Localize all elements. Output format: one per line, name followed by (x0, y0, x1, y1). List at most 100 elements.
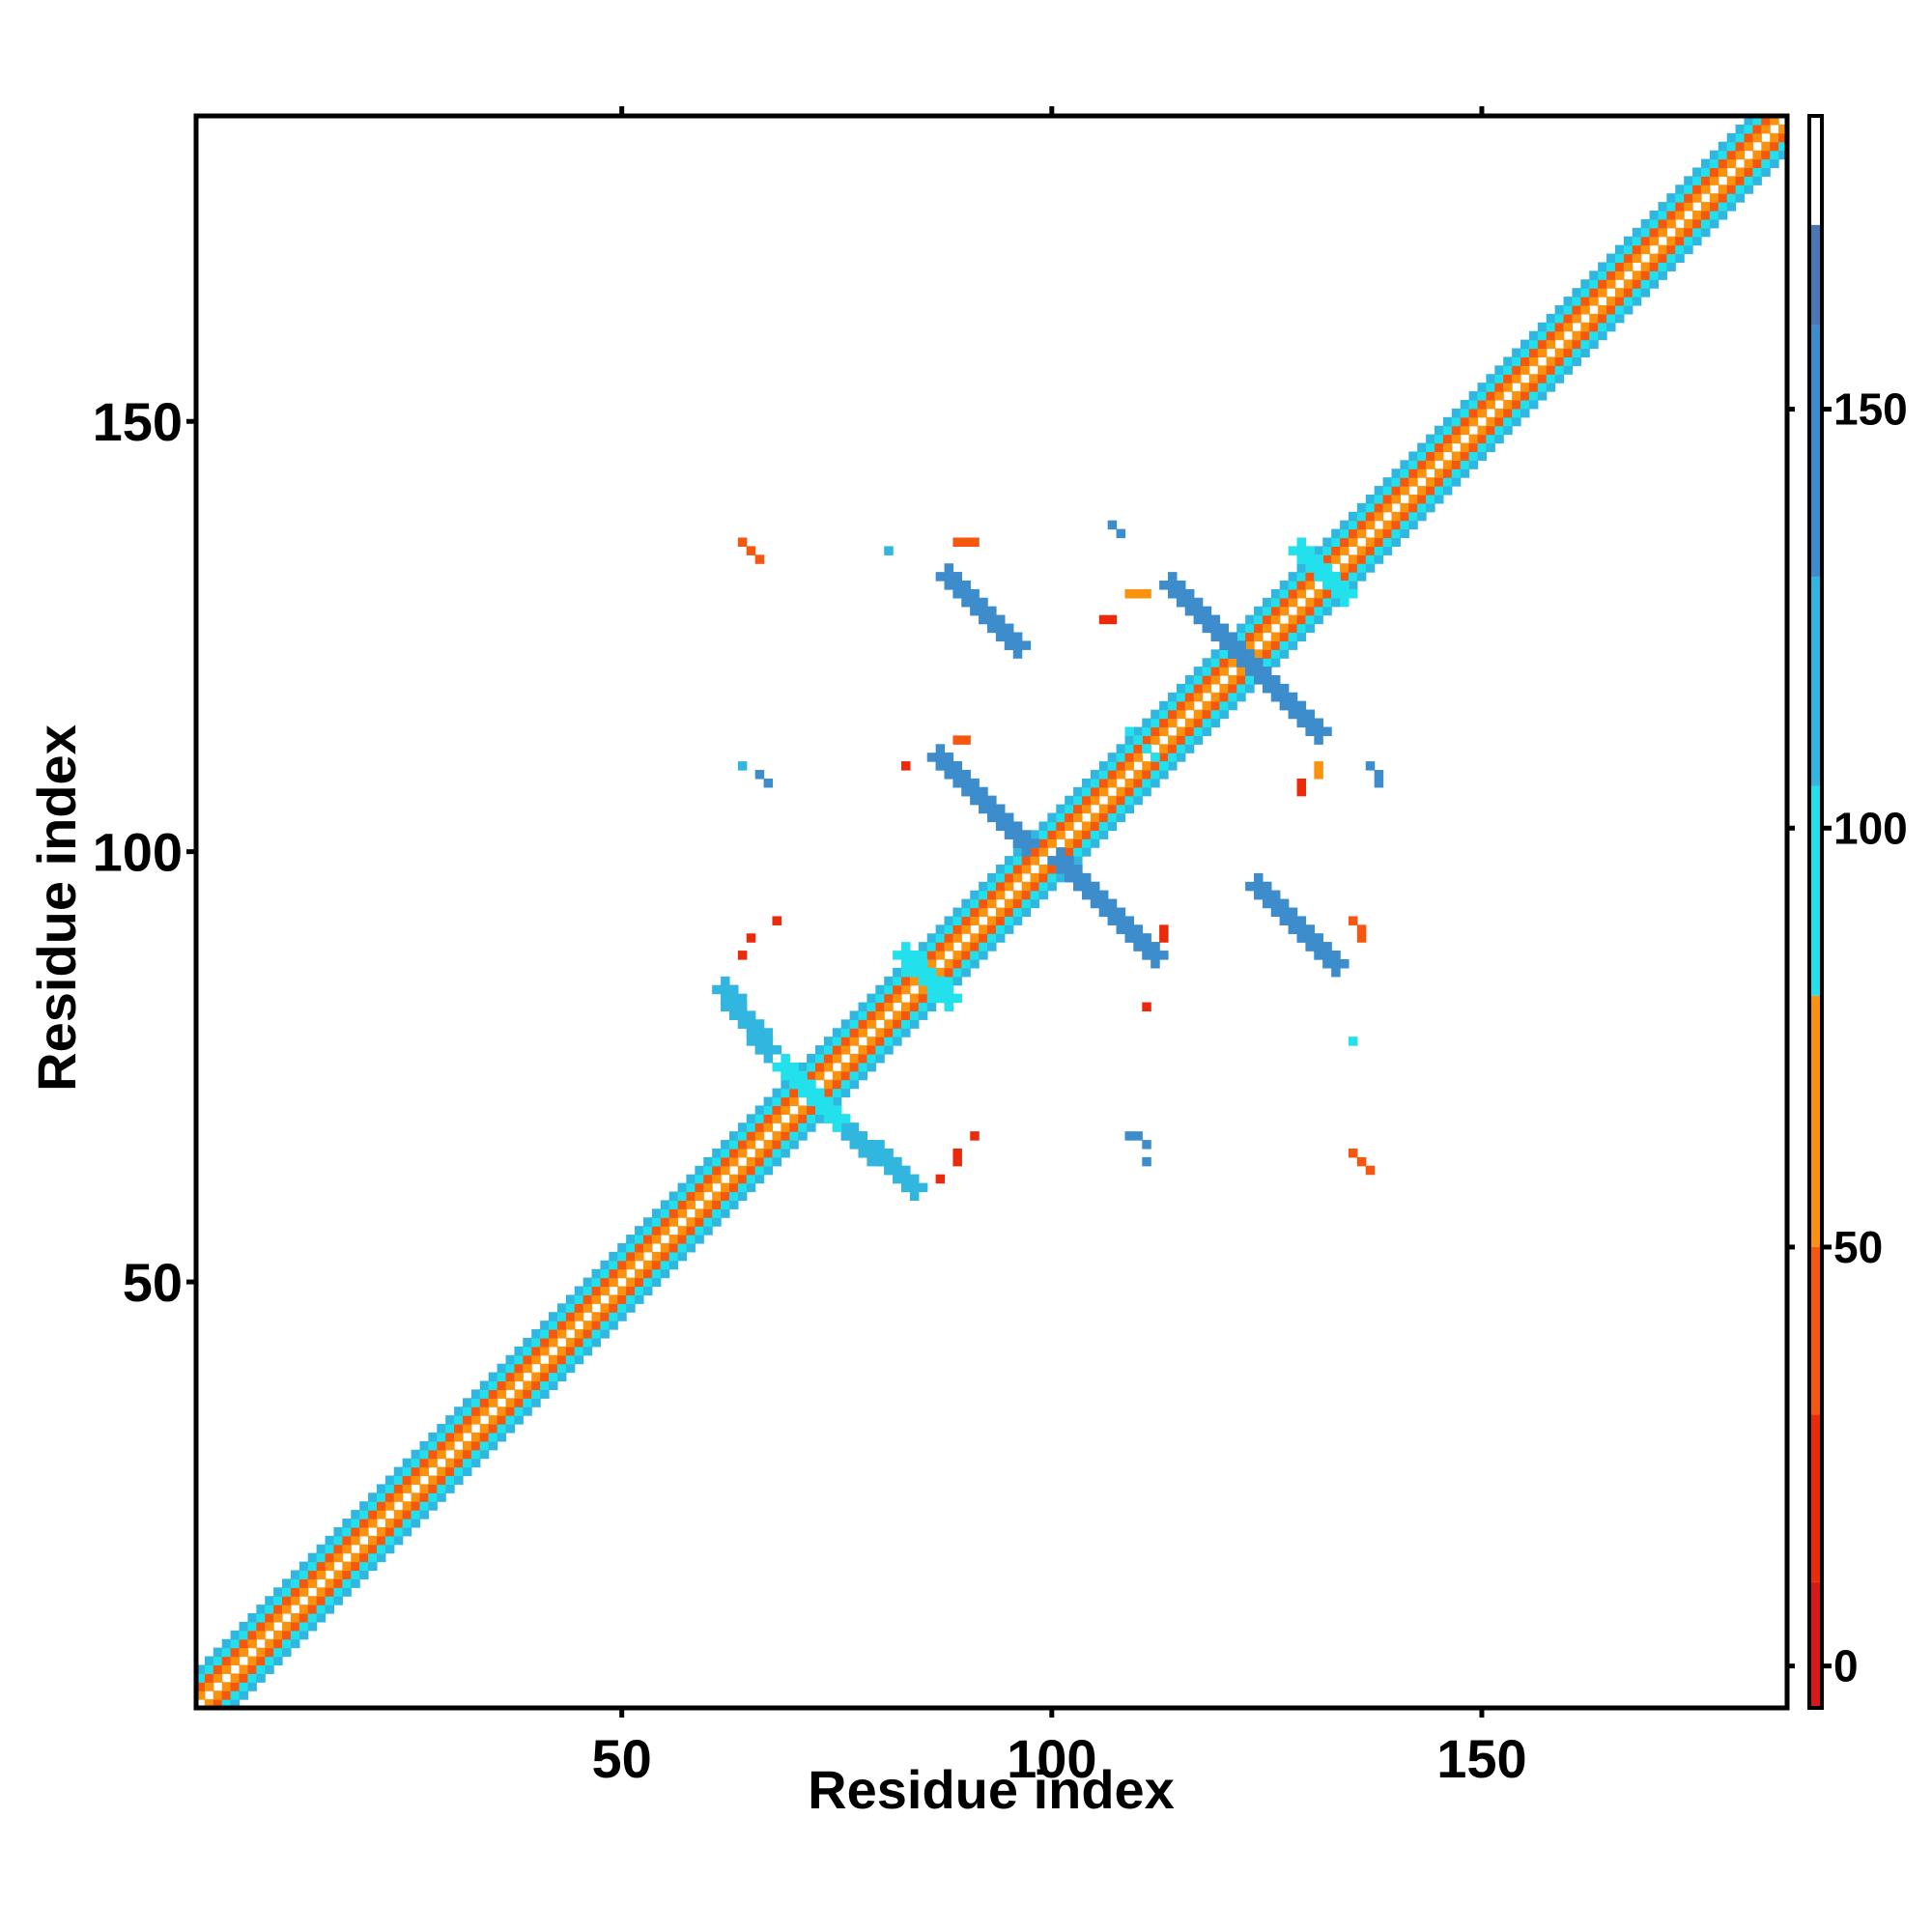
diagonal-cell (1744, 158, 1753, 169)
contact-cell (952, 1148, 962, 1158)
contact-cell (909, 1191, 920, 1202)
diagonal-cell (1442, 486, 1453, 496)
diagonal-cell (737, 1122, 748, 1132)
diagonal-cell (814, 1062, 825, 1072)
diagonal-cell (754, 1174, 765, 1184)
diagonal-cell (840, 1070, 851, 1081)
contact-cell (1151, 958, 1160, 969)
contact-cell (737, 537, 748, 547)
diagonal-cell (1512, 356, 1521, 366)
diagonal-cell (1279, 606, 1290, 616)
diagonal-cell (1391, 477, 1401, 487)
contact-cell (1142, 933, 1151, 943)
diagonal-cell (1761, 124, 1771, 134)
contact-cell (1296, 786, 1307, 797)
contact-cell (1159, 761, 1169, 771)
diagonal-cell (1400, 486, 1409, 496)
diagonal-cell (1700, 185, 1711, 194)
contact-cell (1314, 726, 1323, 736)
diagonal-cell (1520, 339, 1530, 350)
diagonal-cell (523, 1363, 532, 1374)
diagonal-cell (1168, 700, 1178, 711)
diagonal-cell (342, 1526, 352, 1537)
contact-cell (961, 786, 971, 797)
diagonal-cell (1202, 700, 1212, 711)
diagonal-cell (1684, 218, 1693, 229)
diagonal-cell (384, 1484, 395, 1493)
diagonal-cell (686, 1235, 696, 1244)
diagonal-cell (1228, 683, 1237, 694)
diagonal-cell (1735, 193, 1746, 203)
diagonal-cell (695, 1235, 704, 1244)
diagonal-cell (1065, 812, 1074, 823)
contact-cell (746, 1028, 756, 1037)
diagonal-cell (1503, 383, 1513, 392)
diagonal-cell (721, 1165, 730, 1176)
contact-cell (1322, 951, 1332, 960)
diagonal-cell (574, 1312, 584, 1321)
diagonal-cell (1151, 770, 1160, 780)
contact-cell (1004, 623, 1014, 634)
diagonal-cell (1030, 847, 1040, 857)
contact-cell (754, 554, 765, 564)
contact-cell (737, 1002, 748, 1012)
diagonal-cell (1675, 193, 1685, 203)
diagonal-cell (1770, 141, 1779, 152)
diagonal-cell (1761, 167, 1771, 177)
diagonal-cell (204, 1699, 214, 1709)
diagonal-cell (1279, 649, 1290, 659)
diagonal-cell (823, 1062, 834, 1072)
diagonal-cell (454, 1424, 464, 1434)
contact-cell (1270, 907, 1281, 918)
diagonal-cell (1512, 374, 1521, 384)
contact-cell (1081, 872, 1092, 883)
diagonal-cell (454, 1449, 464, 1460)
diagonal-cell (376, 1535, 386, 1546)
diagonal-cell (1305, 572, 1315, 582)
diagonal-cell (1021, 881, 1032, 892)
diagonal-cell (565, 1312, 576, 1321)
diagonal-cell (1124, 744, 1134, 753)
diagonal-cell (384, 1492, 395, 1502)
diagonal-cell (677, 1191, 688, 1202)
diagonal-cell (961, 924, 971, 934)
diagonal-cell (867, 1062, 876, 1072)
contact-cell (1004, 821, 1014, 831)
diagonal-cell (1090, 795, 1100, 806)
contact-cell (1124, 1131, 1134, 1141)
contact-cell (1159, 951, 1169, 960)
diagonal-cell (1692, 185, 1702, 194)
diagonal-cell (549, 1321, 558, 1330)
diagonal-cell (952, 924, 962, 934)
diagonal-cell (1614, 270, 1625, 280)
diagonal-cell (909, 976, 920, 986)
diagonal-cell (1718, 158, 1728, 169)
diagonal-cell (737, 1148, 748, 1158)
diagonal-cell (867, 1053, 876, 1064)
diagonal-cell (1684, 193, 1693, 203)
diagonal-cell (1537, 383, 1548, 392)
diagonal-cell (1236, 675, 1246, 685)
contact-cell (901, 958, 911, 969)
diagonal-cell (1056, 821, 1065, 831)
diagonal-cell (1288, 597, 1298, 608)
diagonal-cell (1012, 916, 1023, 925)
contact-cell (1356, 1156, 1367, 1167)
diagonal-cell (1692, 193, 1702, 203)
diagonal-cell (1124, 786, 1134, 797)
diagonal-cell (1434, 486, 1444, 496)
diagonal-cell (505, 1363, 515, 1374)
diagonal-cell (875, 1028, 885, 1037)
contact-cell (1296, 924, 1307, 934)
diagonal-cell (1675, 210, 1685, 220)
diagonal-cell (239, 1638, 249, 1649)
contact-cell (1228, 649, 1237, 659)
diagonal-cell (437, 1440, 446, 1451)
contact-cell (1262, 881, 1272, 892)
diagonal-cell (1546, 339, 1556, 350)
diagonal-cell (1098, 786, 1109, 797)
diagonal-cell (411, 1449, 421, 1460)
colorbar-band (1809, 224, 1822, 326)
contact-cell (979, 795, 988, 806)
